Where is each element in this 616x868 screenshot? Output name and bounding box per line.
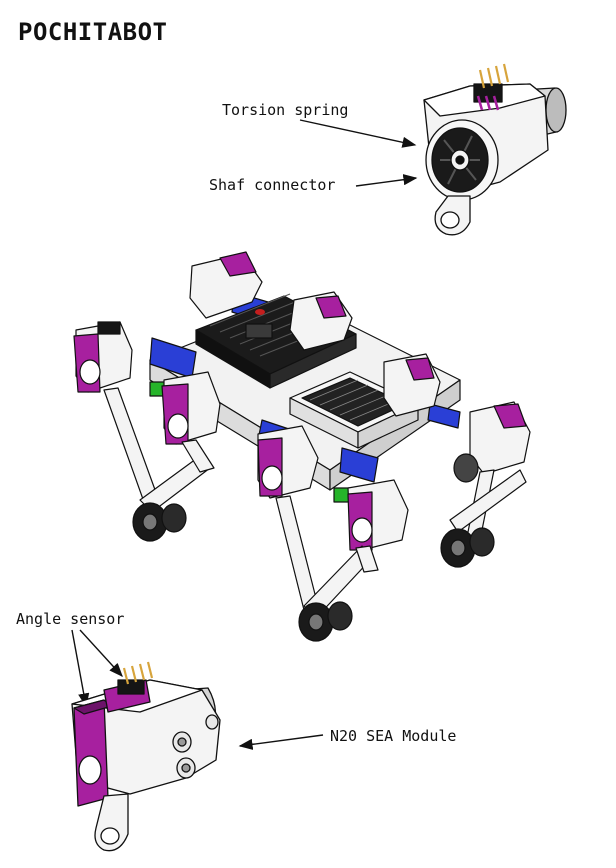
shaft-connector-arrow bbox=[355, 174, 418, 187]
torsion-spring-arrow bbox=[299, 119, 417, 148]
angle-sensor-label: Angle sensor bbox=[16, 610, 125, 628]
robot-illustration bbox=[73, 251, 531, 642]
torsion-spring-label: Torsion spring bbox=[222, 101, 349, 119]
wheels bbox=[132, 502, 495, 642]
angle-sensor-arrow-2 bbox=[79, 629, 123, 678]
angle-sensor-arrow-1 bbox=[71, 629, 90, 708]
callout-arrows bbox=[71, 119, 418, 750]
sea-module-arrow bbox=[238, 734, 324, 750]
shaft-connector-label: Shaf connector bbox=[209, 176, 336, 194]
top-module-illustration bbox=[423, 63, 567, 236]
sea-module-illustration bbox=[71, 661, 221, 852]
sea-module-label: N20 SEA Module bbox=[330, 727, 457, 745]
page-title: POCHITABOT bbox=[18, 18, 168, 46]
